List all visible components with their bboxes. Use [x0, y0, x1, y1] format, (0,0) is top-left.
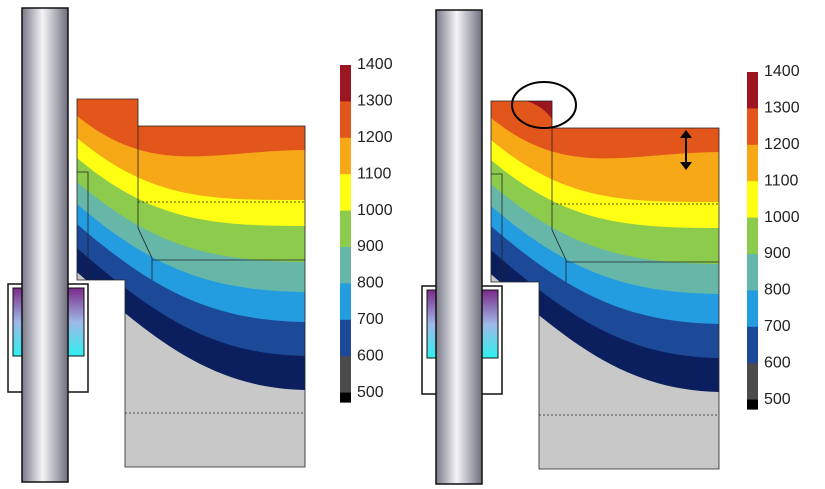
colorbar-swatch	[747, 217, 758, 255]
colorbar-swatch	[747, 144, 758, 182]
colorbar-label: 900	[764, 245, 791, 262]
colorbar-swatch	[340, 65, 351, 102]
colorbar-label: 1100	[764, 172, 799, 189]
colorbar-label: 1300	[764, 100, 800, 117]
colorbar-swatch	[747, 326, 758, 364]
colorbar-swatch	[340, 101, 351, 139]
inner-outline	[551, 128, 567, 282]
colorbar-label: 1400	[357, 56, 393, 73]
colorbar-label: 600	[357, 347, 384, 364]
panel	[7, 7, 306, 483]
highlight-circle	[511, 81, 577, 129]
colorbar-label: 900	[357, 238, 384, 255]
colorbar-swatch	[747, 181, 758, 219]
colorbar-label: 1400	[764, 63, 800, 80]
colorbar-swatch	[747, 72, 758, 109]
inner-outline	[491, 173, 503, 282]
rod	[21, 7, 69, 483]
colorbar-label: 500	[764, 391, 791, 408]
colorbar-label: 1300	[357, 93, 393, 110]
band	[491, 268, 719, 469]
colorbar-swatch	[340, 247, 351, 284]
colorbar-label: 1000	[764, 209, 800, 226]
colorbar-swatch	[747, 108, 758, 146]
colorbar-swatch	[747, 363, 758, 401]
band	[77, 266, 305, 467]
colorbar-swatch	[747, 399, 758, 410]
colorbar-label: 1200	[357, 129, 393, 146]
colorbar-swatch	[340, 210, 351, 248]
colorbar-label: 700	[357, 311, 384, 328]
colorbar-swatch	[340, 392, 351, 403]
colorbar-swatch	[747, 254, 758, 291]
hot-spot	[526, 101, 554, 122]
coil	[67, 287, 85, 357]
colorbar-label: 800	[357, 275, 384, 292]
colorbar-label: 700	[764, 318, 791, 335]
colorbar-swatch	[340, 174, 351, 212]
domain-outline	[490, 100, 720, 470]
colorbar-label: 800	[764, 282, 791, 299]
domain-outline	[76, 98, 306, 468]
rod	[435, 9, 483, 485]
colorbar-label: 1000	[357, 202, 393, 219]
colorbar-label: 500	[357, 384, 384, 401]
colorbar-swatch	[340, 356, 351, 394]
arrow-head	[680, 130, 692, 170]
colorbar-swatch	[340, 283, 351, 321]
inner-outline	[77, 171, 89, 280]
coil	[481, 289, 499, 359]
colorbar-label: 1100	[357, 165, 392, 182]
colorbar-label: 600	[764, 354, 791, 371]
inner-outline	[137, 126, 153, 280]
colorbar-swatch	[340, 319, 351, 357]
colorbar-swatch	[340, 137, 351, 175]
panel	[421, 9, 720, 485]
colorbar-label: 1200	[764, 136, 800, 153]
colorbar-swatch	[747, 290, 758, 328]
